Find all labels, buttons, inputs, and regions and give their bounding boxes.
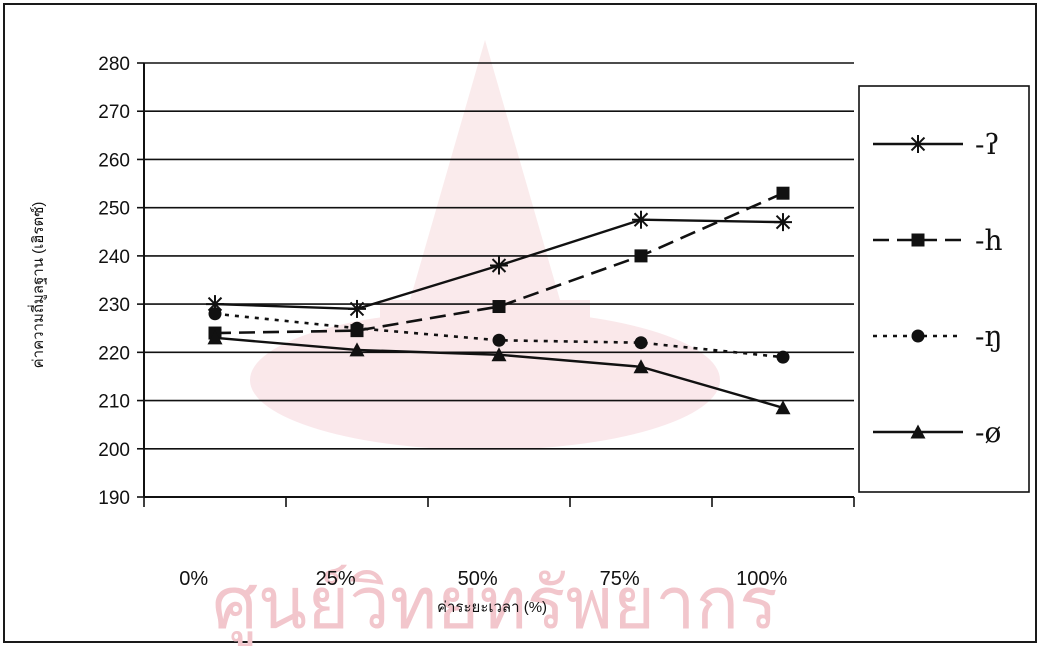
axes: 190 200 210 220 230 240 250 260 270 280 0% 25% 50% 75… bbox=[98, 54, 855, 590]
y-tick-label: 230 bbox=[98, 295, 130, 316]
data-point bbox=[634, 249, 648, 263]
legend: -ʔ -h -ŋ -ø bbox=[873, 128, 1003, 449]
x-tick-label: 100% bbox=[736, 568, 787, 590]
watermark-seal-icon bbox=[250, 40, 720, 450]
data-point bbox=[776, 350, 790, 364]
data-point bbox=[349, 342, 365, 357]
y-tick-label: 240 bbox=[98, 247, 130, 268]
x-axis-title: ค่าระยะเวลา (%) bbox=[437, 599, 547, 616]
legend-marker bbox=[909, 135, 927, 153]
data-point bbox=[491, 347, 507, 362]
y-axis-title: ค่าความถี่มูลฐาน (เฮิรตซ์) bbox=[27, 202, 47, 369]
x-tick-label: 25% bbox=[316, 568, 356, 590]
legend-marker bbox=[911, 233, 925, 247]
legend-label: -ø bbox=[975, 416, 1001, 449]
data-point bbox=[633, 359, 649, 374]
x-tick-label: 75% bbox=[600, 568, 640, 590]
legend-box bbox=[858, 85, 1030, 493]
y-tick-label: 200 bbox=[98, 440, 130, 461]
y-tick-label: 220 bbox=[98, 343, 130, 364]
data-point bbox=[774, 213, 792, 232]
y-tick-label: 260 bbox=[98, 150, 130, 171]
legend-label: -ʔ bbox=[975, 128, 999, 161]
y-tick-label: 190 bbox=[98, 488, 130, 509]
x-tick-label: 50% bbox=[458, 568, 498, 590]
y-tick-label: 270 bbox=[98, 102, 130, 123]
series-line bbox=[214, 192, 784, 335]
data-point bbox=[492, 300, 506, 314]
data-point bbox=[632, 210, 650, 229]
legend-label: -ŋ bbox=[975, 320, 1003, 353]
x-tick-label: 0% bbox=[179, 568, 208, 590]
legend-marker bbox=[911, 329, 925, 343]
legend-marker bbox=[910, 424, 926, 439]
data-point bbox=[207, 330, 223, 345]
data-point bbox=[350, 321, 364, 335]
watermark-text: ศูนย์วิทยทรัพยากร bbox=[212, 561, 778, 646]
data-point bbox=[492, 333, 506, 347]
data-point bbox=[776, 186, 790, 200]
y-tick-label: 280 bbox=[98, 54, 130, 75]
data-point bbox=[208, 307, 222, 321]
chart-frame bbox=[3, 3, 1037, 643]
data-point bbox=[634, 336, 648, 350]
series-group bbox=[206, 186, 792, 415]
y-tick-label: 210 bbox=[98, 392, 130, 413]
data-point bbox=[348, 299, 366, 318]
data-point bbox=[775, 400, 791, 415]
legend-label: -h bbox=[975, 224, 1003, 257]
data-point bbox=[490, 256, 508, 275]
y-tick-label: 250 bbox=[98, 199, 130, 220]
